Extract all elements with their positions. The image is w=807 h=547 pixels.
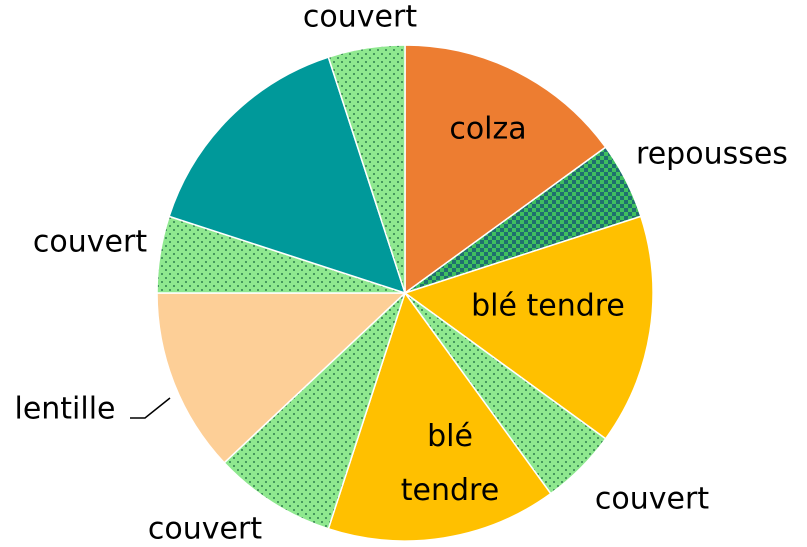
pie-slice	[327, 291, 552, 542]
slice-label: repousses	[636, 137, 788, 172]
pie-slice	[403, 215, 654, 440]
slice-label: blé tendre	[400, 419, 500, 508]
slice-label: couvert	[303, 0, 417, 35]
slice-label: colza	[449, 112, 526, 147]
slice-label-box: blé tendre	[400, 419, 500, 508]
pie-slice	[168, 56, 407, 295]
leader-line	[130, 397, 171, 419]
slice-label: blé tendre	[471, 289, 625, 324]
pie-slice	[223, 292, 406, 530]
slice-label: couvert	[148, 512, 262, 547]
slice-label: couvert	[595, 482, 709, 517]
pie-slice	[327, 44, 406, 294]
pie-slice	[404, 44, 607, 295]
pie-slice	[156, 292, 407, 464]
slice-label: lentille	[14, 392, 115, 427]
slice-label: couvert	[33, 225, 147, 260]
